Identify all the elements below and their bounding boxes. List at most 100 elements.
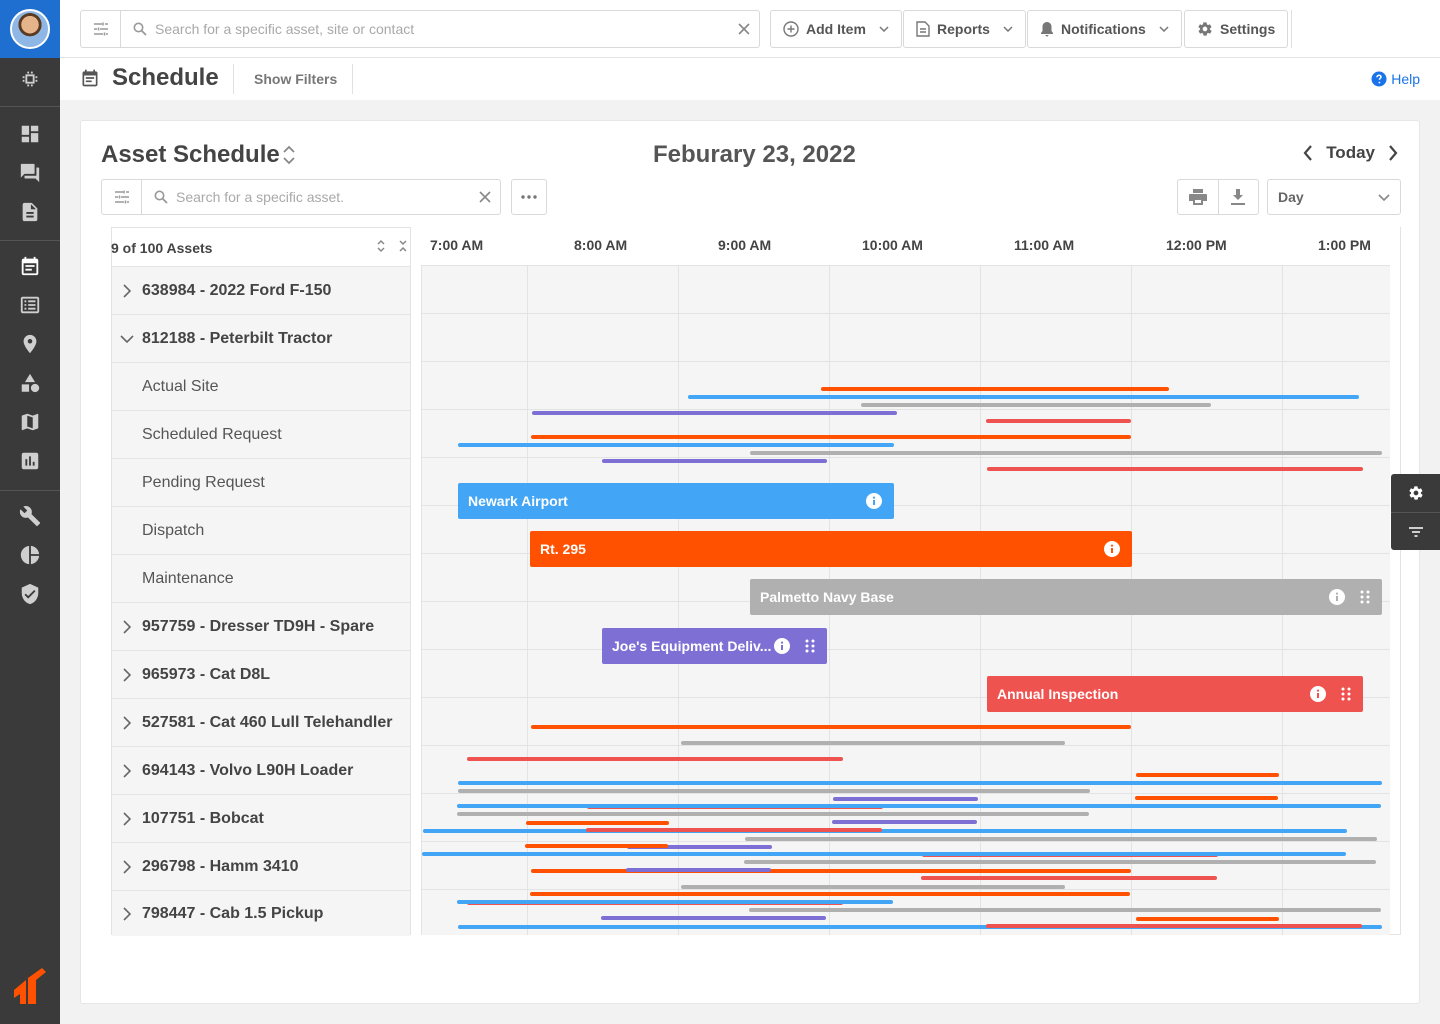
- schedule-bar[interactable]: [422, 852, 1346, 856]
- side-filter-button[interactable]: [1391, 512, 1440, 550]
- sub-row-actual-site[interactable]: Actual Site: [112, 362, 410, 410]
- schedule-bar[interactable]: [602, 459, 827, 463]
- schedule-bar[interactable]: [921, 876, 1217, 880]
- schedule-bar[interactable]: [458, 781, 1382, 785]
- sub-row-maintenance[interactable]: Maintenance: [112, 554, 410, 602]
- schedule-bar[interactable]: [986, 419, 1131, 423]
- help-link[interactable]: Help: [1371, 71, 1420, 87]
- global-search-input[interactable]: [147, 12, 729, 46]
- asset-row[interactable]: 694143 - Volvo L90H Loader: [112, 746, 410, 794]
- chevron-left-icon[interactable]: [1302, 144, 1314, 162]
- messages-icon[interactable]: [0, 154, 60, 192]
- sort-toggle-icon[interactable]: [281, 143, 297, 167]
- list-view-icon[interactable]: [0, 286, 60, 324]
- document-icon[interactable]: [0, 193, 60, 231]
- schedule-bar[interactable]: [457, 804, 1381, 808]
- schedule-bar[interactable]: [681, 741, 1065, 745]
- schedule-bar[interactable]: [458, 443, 894, 447]
- chevron-right-icon[interactable]: [123, 619, 131, 634]
- schedule-bar[interactable]: [601, 916, 826, 920]
- schedule-bar[interactable]: [423, 829, 1347, 833]
- chevron-right-icon[interactable]: [123, 667, 131, 682]
- show-filters-button[interactable]: Show Filters: [254, 71, 338, 87]
- shield-icon[interactable]: [0, 575, 60, 613]
- reports-button[interactable]: Reports: [903, 10, 1026, 48]
- schedule-bar[interactable]: [458, 789, 1090, 793]
- avatar-container[interactable]: [0, 0, 60, 58]
- schedule-bar[interactable]: [457, 812, 1089, 816]
- more-options-button[interactable]: [511, 179, 547, 215]
- dashboard-icon[interactable]: [0, 115, 60, 153]
- schedule-bar[interactable]: [749, 908, 1381, 912]
- schedule-bar[interactable]: [531, 869, 1131, 873]
- schedule-bar[interactable]: [531, 435, 1131, 439]
- today-button[interactable]: Today: [1326, 143, 1375, 162]
- asset-row[interactable]: 798447 - Cab 1.5 Pickup: [112, 890, 410, 936]
- schedule-bar[interactable]: [681, 885, 1065, 889]
- info-icon[interactable]: [1310, 686, 1326, 702]
- sub-row-scheduled-request[interactable]: Scheduled Request: [112, 410, 410, 458]
- info-icon[interactable]: [1104, 541, 1120, 557]
- add-item-button[interactable]: Add Item: [770, 10, 902, 48]
- schedule-bar[interactable]: [750, 451, 1382, 455]
- schedule-icon[interactable]: [0, 247, 60, 285]
- info-icon[interactable]: [774, 638, 790, 654]
- location-pin-icon[interactable]: [0, 325, 60, 363]
- schedule-bar[interactable]: [1136, 773, 1279, 777]
- schedule-bar[interactable]: [530, 892, 1130, 896]
- sort-icon[interactable]: [376, 238, 386, 254]
- drag-handle-icon[interactable]: [1360, 589, 1370, 605]
- asset-row[interactable]: 812188 - Peterbilt Tractor: [112, 314, 410, 362]
- maintenance-block[interactable]: Annual Inspection: [987, 676, 1363, 712]
- clear-search-button[interactable]: [729, 11, 759, 47]
- chevron-right-icon[interactable]: [123, 859, 131, 874]
- chevron-right-icon[interactable]: [123, 906, 131, 921]
- schedule-bar[interactable]: [833, 797, 978, 801]
- filter-toggle-button[interactable]: [81, 11, 121, 47]
- side-settings-button[interactable]: [1391, 474, 1440, 512]
- rail-chip-icon[interactable]: [0, 60, 60, 98]
- pending-request-block[interactable]: Palmetto Navy Base: [750, 579, 1382, 615]
- schedule-bar[interactable]: [744, 860, 1376, 864]
- chevron-right-icon[interactable]: [123, 763, 131, 778]
- settings-button[interactable]: Settings: [1184, 10, 1289, 48]
- asset-row[interactable]: 638984 - 2022 Ford F-150: [112, 266, 410, 314]
- schedule-bar[interactable]: [526, 821, 669, 825]
- asset-search-input[interactable]: [168, 189, 470, 205]
- drag-handle-icon[interactable]: [805, 638, 815, 654]
- pie-chart-icon[interactable]: [0, 536, 60, 574]
- collapse-all-icon[interactable]: [398, 238, 408, 254]
- clear-asset-search-button[interactable]: [470, 179, 500, 215]
- schedule-bar[interactable]: [832, 820, 977, 824]
- shapes-icon[interactable]: [0, 364, 60, 402]
- schedule-bar[interactable]: [532, 411, 897, 415]
- info-icon[interactable]: [866, 493, 882, 509]
- asset-row[interactable]: 957759 - Dresser TD9H - Spare: [112, 602, 410, 650]
- schedule-bar[interactable]: [626, 868, 771, 872]
- chevron-right-icon[interactable]: [123, 811, 131, 826]
- analytics-icon[interactable]: [0, 442, 60, 480]
- download-button[interactable]: [1217, 180, 1259, 214]
- actual-site-block[interactable]: Newark Airport: [458, 483, 894, 519]
- schedule-bar[interactable]: [861, 403, 1211, 407]
- asset-row[interactable]: 296798 - Hamm 3410: [112, 842, 410, 890]
- asset-filter-button[interactable]: [102, 180, 142, 214]
- asset-row[interactable]: 107751 - Bobcat: [112, 794, 410, 842]
- schedule-bar[interactable]: [586, 828, 882, 832]
- asset-row[interactable]: 965973 - Cat D8L: [112, 650, 410, 698]
- wrench-icon[interactable]: [0, 497, 60, 535]
- schedule-bar[interactable]: [987, 467, 1363, 471]
- schedule-bar[interactable]: [627, 845, 772, 849]
- avatar[interactable]: [10, 9, 50, 49]
- schedule-bar[interactable]: [745, 837, 1377, 841]
- schedule-bar[interactable]: [457, 900, 893, 904]
- print-button[interactable]: [1178, 180, 1218, 214]
- drag-handle-icon[interactable]: [1341, 686, 1351, 702]
- asset-row[interactable]: 527581 - Cat 460 Lull Telehandler: [112, 698, 410, 746]
- notifications-button[interactable]: Notifications: [1027, 10, 1182, 48]
- sub-row-dispatch[interactable]: Dispatch: [112, 506, 410, 554]
- schedule-bar[interactable]: [986, 924, 1362, 928]
- schedule-bar[interactable]: [525, 844, 668, 848]
- schedule-bar[interactable]: [688, 395, 1359, 399]
- schedule-bar[interactable]: [531, 725, 1131, 729]
